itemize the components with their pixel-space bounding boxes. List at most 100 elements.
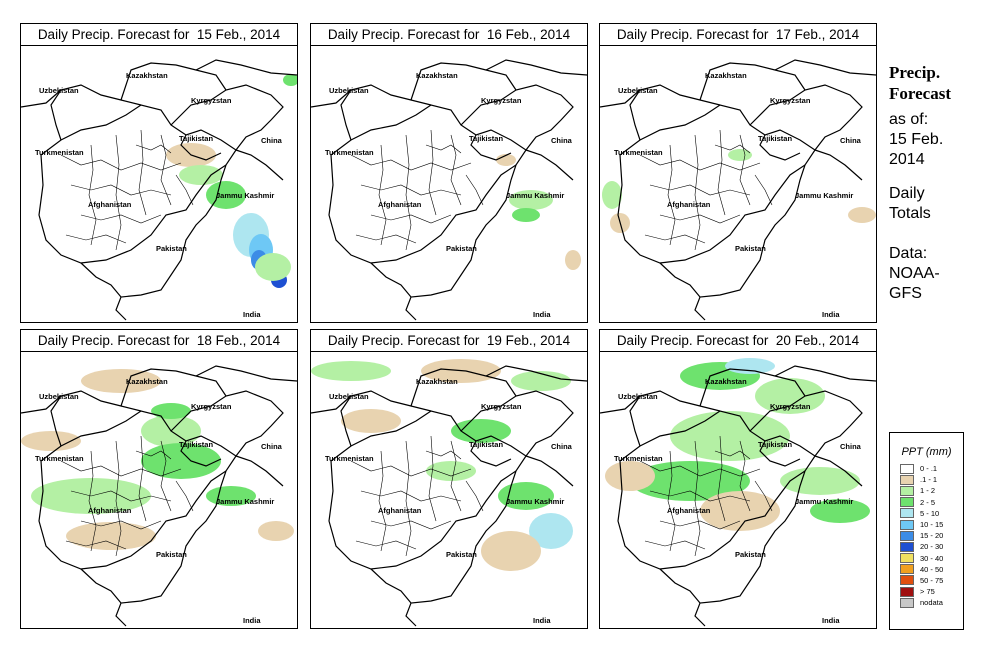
province-boundary [138,435,147,522]
country-border [774,59,876,76]
map-label-tajikistan: Tajikistan [179,134,213,143]
precip-area [512,208,540,222]
country-border [328,104,527,264]
map-label-kyrgyzstan: Kyrgyzstan [191,402,232,411]
precip-map: Kazakhstan Uzbekistan Kyrgyzstan Tajikistan… [311,351,587,628]
country-border [170,390,284,457]
map-label-turkmenistan: Turkmenistan [35,454,84,463]
province-boundary [88,144,97,246]
country-border [699,368,806,407]
province-boundary [135,144,172,154]
precip-map: Kazakhstan Uzbekistan Kyrgyzstan Tajikistan… [21,351,297,628]
precip-area [605,461,655,491]
province-boundary [717,435,726,522]
country-border [195,59,297,76]
map-label-china: China [551,136,573,145]
precip-map: Kazakhstan Uzbekistan Kyrgyzstan Tajikistan… [311,45,587,322]
map-label-kazakhstan: Kazakhstan [126,377,168,386]
province-boundary [65,540,127,550]
country-border [170,84,284,151]
province-boundary [465,480,484,512]
country-border [120,368,227,407]
province-boundary [80,214,162,224]
map-label-china: China [261,442,283,451]
precip-area [511,371,571,391]
legend-label: .1 - 1 [920,475,938,485]
map-label-afghanistan: Afghanistan [667,506,711,515]
legend-swatch [900,519,914,530]
map-label-kazakhstan: Kazakhstan [416,71,458,80]
country-border [80,262,122,298]
country-border [470,134,512,161]
map-label-kazakhstan: Kazakhstan [705,377,747,386]
panel-title: Daily Precip. Forecast for 17 Feb., 2014 [600,24,876,46]
precip-area [179,165,223,185]
precip-area [258,521,294,541]
legend-item: 10 - 15 [900,519,963,530]
precip-map: Kazakhstan Uzbekistan Kyrgyzstan Tajikistan… [21,45,297,322]
province-boundary [370,520,452,530]
country-border [749,390,863,457]
precip-area [451,419,511,443]
province-boundary [694,134,701,251]
legend-label: 2 - 5 [920,497,936,507]
precip-area [151,403,191,419]
totals-line2: Totals [889,205,931,222]
map-label-afghanistan: Afghanistan [88,506,132,515]
precip-area [848,207,876,223]
country-border [774,365,876,382]
country-border [485,59,587,76]
map-label-uzbekistan: Uzbekistan [329,86,369,95]
province-boundary [350,154,472,171]
legend-item: 5 - 10 [900,508,963,519]
province-boundary [175,480,194,512]
legend-label: 30 - 40 [920,553,944,563]
forecast-panel-feb19: Daily Precip. Forecast for 19 Feb., 2014… [310,329,588,629]
province-boundary [405,134,412,251]
map-label-turkmenistan: Turkmenistan [614,148,663,157]
country-border [694,164,806,321]
map-label-afghanistan: Afghanistan [378,200,422,209]
province-boundary [714,144,751,154]
legend-swatch [900,597,914,608]
forecast-panel-feb18: Daily Precip. Forecast for 18 Feb., 2014… [20,329,298,629]
province-boundary [428,435,437,522]
map-label-tajikistan: Tajikistan [469,134,503,143]
legend-swatch [900,508,914,519]
map-label-kazakhstan: Kazakhstan [416,377,458,386]
as-of-line1: as of: [889,111,929,128]
map-label-kyrgyzstan: Kyrgyzstan [481,402,522,411]
precip-area [725,358,775,374]
province-boundary [428,129,437,216]
country-border [370,262,412,298]
province-boundary [694,440,701,557]
map-label-jammu-kashmir: Jammu Kashmir [506,191,564,200]
map-label-india: India [243,310,261,319]
province-boundary [644,234,706,244]
precip-area [481,531,541,571]
legend-label: 15 - 20 [920,531,944,541]
precip-area [21,431,81,451]
country-border [699,62,806,101]
precip-area [498,482,554,510]
map-label-tajikistan: Tajikistan [469,440,503,449]
precip-map: Kazakhstan Uzbekistan Kyrgyzstan Tajikistan… [600,351,876,628]
map-label-pakistan: Pakistan [156,244,187,253]
precip-area [496,154,516,166]
map-label-kyrgyzstan: Kyrgyzstan [191,96,232,105]
province-boundary [138,129,147,216]
legend-item: nodata [900,597,963,608]
province-boundary [65,234,127,244]
map-label-jammu-kashmir: Jammu Kashmir [216,497,274,506]
country-border [814,149,863,181]
province-boundary [639,460,761,477]
map-label-kyrgyzstan: Kyrgyzstan [770,402,811,411]
legend-label: > 75 [920,587,935,597]
province-boundary [450,440,462,512]
map-label-jammu-kashmir: Jammu Kashmir [795,191,853,200]
province-boundary [350,460,472,477]
legend-item: 20 - 30 [900,541,963,552]
map-label-jammu-kashmir: Jammu Kashmir [506,497,564,506]
province-boundary [425,450,462,460]
as-of-text: as of: 15 Feb. 2014 [889,110,943,170]
